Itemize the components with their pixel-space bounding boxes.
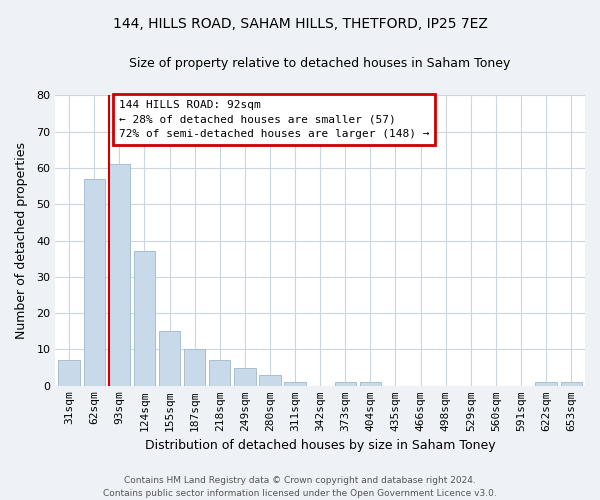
Bar <box>209 360 230 386</box>
Text: 144, HILLS ROAD, SAHAM HILLS, THETFORD, IP25 7EZ: 144, HILLS ROAD, SAHAM HILLS, THETFORD, … <box>113 18 487 32</box>
Y-axis label: Number of detached properties: Number of detached properties <box>15 142 28 339</box>
Bar <box>159 332 180 386</box>
Bar <box>560 382 582 386</box>
Bar <box>335 382 356 386</box>
Bar <box>184 350 205 386</box>
Bar <box>284 382 306 386</box>
Bar <box>83 179 105 386</box>
Bar <box>109 164 130 386</box>
Bar <box>259 375 281 386</box>
Bar <box>535 382 557 386</box>
Bar <box>58 360 80 386</box>
Bar <box>234 368 256 386</box>
Text: 144 HILLS ROAD: 92sqm
← 28% of detached houses are smaller (57)
72% of semi-deta: 144 HILLS ROAD: 92sqm ← 28% of detached … <box>119 100 430 139</box>
X-axis label: Distribution of detached houses by size in Saham Toney: Distribution of detached houses by size … <box>145 440 496 452</box>
Bar <box>134 252 155 386</box>
Bar <box>359 382 381 386</box>
Title: Size of property relative to detached houses in Saham Toney: Size of property relative to detached ho… <box>130 58 511 70</box>
Text: Contains HM Land Registry data © Crown copyright and database right 2024.
Contai: Contains HM Land Registry data © Crown c… <box>103 476 497 498</box>
